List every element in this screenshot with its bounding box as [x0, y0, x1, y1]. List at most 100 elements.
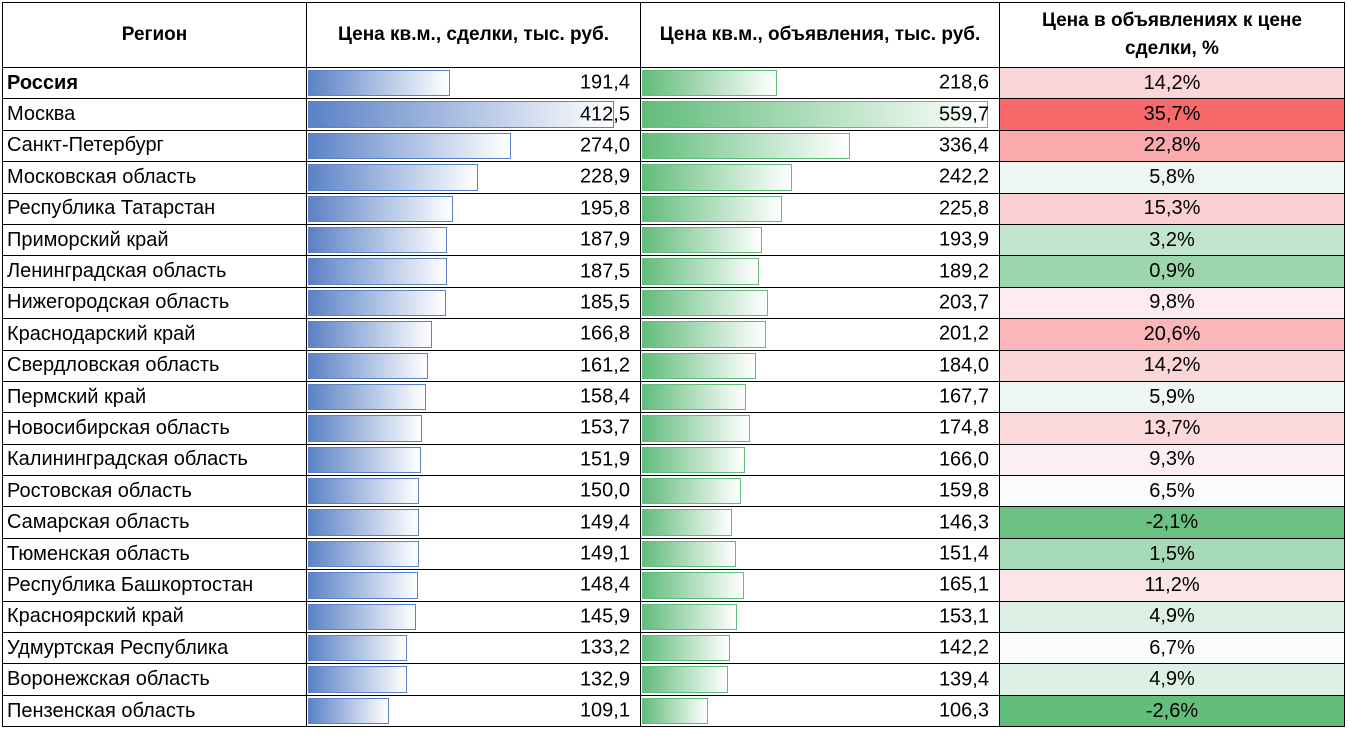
region-cell: Московская область [2, 161, 307, 194]
region-cell: Приморский край [2, 223, 307, 257]
region-cell: Пермский край [2, 380, 307, 414]
region-cell: Удмуртская Республика [2, 632, 307, 665]
deal-price-bar [308, 195, 454, 222]
deal-price-value: 166,8 [579, 322, 630, 345]
deal-price-cell: 153,7 [306, 412, 641, 445]
listing-price-bar [642, 383, 746, 411]
listing-price-cell: 184,0 [640, 349, 1000, 382]
region-cell: Новосибирская область [2, 412, 307, 445]
region-cell: Нижегородская область [2, 286, 307, 320]
table-row: Удмуртская Республика 133,2 142,2 6,7% [2, 632, 1345, 665]
table-row: Санкт-Петербург 274,0 336,4 22,8% [2, 129, 1345, 163]
deal-price-bar [308, 540, 419, 568]
listing-price-bar [642, 321, 767, 348]
deal-price-cell: 191,4 [306, 66, 641, 100]
deal-price-bar [308, 697, 389, 725]
ratio-cell: 14,2% [999, 349, 1345, 382]
listing-price-cell: 166,0 [640, 443, 1000, 477]
ratio-cell: -2,6% [999, 694, 1345, 728]
table-row: Калининградская область 151,9 166,0 9,3% [2, 443, 1345, 477]
listing-price-bar [642, 666, 729, 693]
region-cell: Ростовская область [2, 475, 307, 508]
ratio-cell: 15,3% [999, 192, 1345, 225]
region-cell: Санкт-Петербург [2, 129, 307, 163]
deal-price-bar [308, 509, 419, 536]
deal-price-bar [308, 666, 407, 693]
listing-price-bar [642, 70, 778, 97]
listing-price-cell: 189,2 [640, 255, 1000, 288]
deal-price-cell: 161,2 [306, 349, 641, 382]
listing-price-cell: 142,2 [640, 632, 1000, 665]
deal-price-cell: 149,1 [306, 537, 641, 571]
deal-price-bar [308, 415, 423, 442]
deal-price-cell: 274,0 [306, 129, 641, 163]
listing-price-cell: 153,1 [640, 600, 1000, 634]
listing-price-bar [642, 509, 733, 536]
deal-price-cell: 149,4 [306, 506, 641, 539]
deal-price-bar [308, 603, 417, 631]
table-row: Красноярский край 145,9 153,1 4,9% [2, 600, 1345, 634]
deal-price-bar [308, 572, 419, 599]
deal-price-value: 274,0 [579, 134, 630, 157]
deal-price-bar [308, 226, 448, 254]
ratio-cell: 11,2% [999, 569, 1345, 602]
deal-price-bar [308, 70, 450, 97]
listing-price-bar [642, 603, 737, 631]
table-row: Пензенская область 109,1 106,3 -2,6% [2, 694, 1345, 728]
region-cell: Москва [2, 98, 307, 131]
region-cell: Россия [2, 66, 307, 100]
listing-price-cell: 146,3 [640, 506, 1000, 539]
deal-price-bar [308, 446, 421, 474]
deal-price-cell: 228,9 [306, 161, 641, 194]
listing-price-cell: 242,2 [640, 161, 1000, 194]
listing-price-value: 174,8 [938, 416, 989, 439]
deal-price-value: 133,2 [579, 636, 630, 659]
region-cell: Республика Башкортостан [2, 569, 307, 602]
deal-price-cell: 148,4 [306, 569, 641, 602]
deal-price-bar [308, 352, 428, 379]
listing-price-value: 201,2 [938, 322, 989, 345]
ratio-cell: 0,9% [999, 255, 1345, 288]
region-cell: Ленинградская область [2, 255, 307, 288]
listing-price-cell: 559,7 [640, 98, 1000, 131]
listing-price-value: 218,6 [938, 71, 989, 94]
listing-price-bar [642, 164, 792, 191]
listing-price-bar [642, 415, 751, 442]
listing-price-cell: 193,9 [640, 223, 1000, 257]
deal-price-bar [308, 321, 432, 348]
listing-price-cell: 151,4 [640, 537, 1000, 571]
ratio-cell: 9,8% [999, 286, 1345, 320]
table-row: Московская область 228,9 242,2 5,8% [2, 161, 1345, 194]
deal-price-value: 191,4 [579, 71, 630, 94]
listing-price-value: 242,2 [938, 165, 989, 188]
deal-price-bar [308, 478, 420, 505]
deal-price-value: 145,9 [579, 605, 630, 628]
deal-price-bar [308, 164, 478, 191]
deal-price-bar [308, 383, 426, 411]
region-cell: Пензенская область [2, 694, 307, 728]
table-body: Россия 191,4 218,6 14,2% Москва 412,5 559,7 35,… [2, 66, 1345, 728]
ratio-cell: 22,8% [999, 129, 1345, 163]
deal-price-value: 148,4 [579, 573, 630, 596]
table-row: Воронежская область 132,9 139,4 4,9% [2, 663, 1345, 696]
table-row: Россия 191,4 218,6 14,2% [2, 66, 1345, 100]
ratio-cell: 4,9% [999, 663, 1345, 696]
deal-price-cell: 185,5 [306, 286, 641, 320]
header-deal-price: Цена кв.м., сделки, тыс. руб. [306, 2, 641, 68]
table-row: Нижегородская область 185,5 203,7 9,8% [2, 286, 1345, 320]
header-region: Регион [2, 2, 307, 68]
deal-price-cell: 150,0 [306, 475, 641, 508]
deal-price-value: 150,0 [579, 479, 630, 502]
deal-price-cell: 133,2 [306, 632, 641, 665]
deal-price-bar [308, 101, 614, 128]
listing-price-bar [642, 132, 850, 160]
listing-price-value: 559,7 [938, 103, 989, 126]
listing-price-cell: 165,1 [640, 569, 1000, 602]
listing-price-bar [642, 478, 741, 505]
table-row: Краснодарский край 166,8 201,2 20,6% [2, 318, 1345, 351]
ratio-cell: 6,7% [999, 632, 1345, 665]
listing-price-value: 139,4 [938, 668, 989, 691]
listing-price-cell: 225,8 [640, 192, 1000, 225]
deal-price-value: 151,9 [579, 448, 630, 471]
deal-price-bar [308, 132, 512, 160]
